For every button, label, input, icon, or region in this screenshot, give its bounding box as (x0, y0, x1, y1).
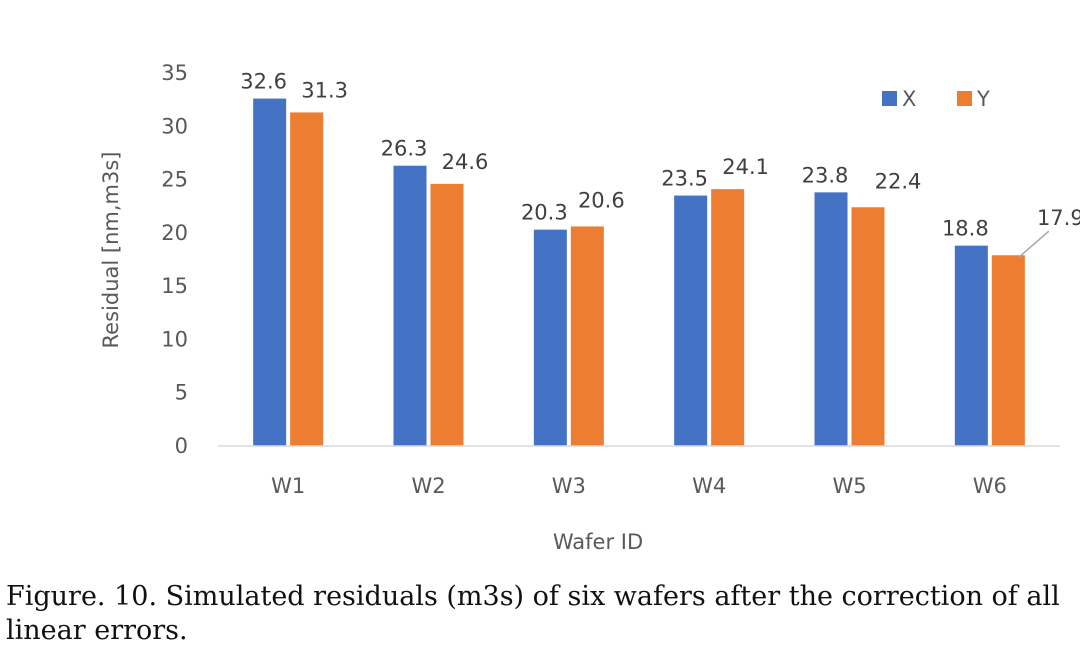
x-tick-label: W2 (411, 474, 445, 498)
bar-chart-svg: 0 5 10 15 20 25 30 35 32.6 31.3 26.3 24.6 20.3 20.6 2… (99, 61, 1080, 554)
x-tick-label: W4 (692, 474, 726, 498)
x-axis-ticks: W1 W2 W3 W4 W5 W6 (271, 474, 1007, 498)
bar-y-w6 (991, 255, 1025, 446)
bar-x-w1 (253, 98, 287, 446)
figure-caption: Figure. 10. Simulated residuals (m3s) of… (6, 581, 1060, 646)
data-label-y-w2: 24.6 (442, 150, 489, 174)
bar-y-w5 (851, 207, 885, 446)
x-axis-title: Wafer ID (553, 530, 643, 554)
x-tick-label: W5 (832, 474, 866, 498)
bar-x-w2 (393, 165, 427, 446)
data-label-x-w1: 32.6 (240, 70, 287, 94)
legend-swatch-x (882, 91, 897, 106)
data-label-x-w5: 23.8 (802, 163, 849, 187)
y-tick-label: 5 (175, 381, 188, 405)
data-label-y-w6: 17.9 (1037, 206, 1080, 230)
x-tick-label: W3 (552, 474, 586, 498)
bar-y-w3 (570, 226, 604, 446)
data-label-x-w6: 18.8 (942, 217, 989, 241)
data-labels: 32.6 31.3 26.3 24.6 20.3 20.6 23.5 24.1 23.8 22.4… (240, 70, 1080, 258)
legend-label-x: X (902, 87, 916, 111)
bar-x-w4 (674, 195, 708, 446)
bars (253, 98, 1025, 447)
bar-x-w3 (533, 229, 567, 446)
data-label-x-w4: 23.5 (661, 167, 708, 191)
legend-swatch-y (957, 91, 972, 106)
data-label-y-w3: 20.6 (578, 188, 625, 212)
bar-x-w6 (954, 245, 988, 446)
y-tick-label: 10 (161, 327, 188, 351)
chart: 0 5 10 15 20 25 30 35 32.6 31.3 26.3 24.6 20.3 20.6 2… (99, 61, 1080, 554)
x-tick-label: W6 (973, 474, 1007, 498)
data-label-y-w5: 22.4 (875, 169, 922, 193)
legend-label-y: Y (976, 87, 990, 111)
y-tick-label: 0 (175, 434, 188, 458)
y-tick-label: 15 (161, 274, 188, 298)
data-label-y-w1: 31.3 (301, 78, 348, 102)
leader-line (1018, 230, 1050, 258)
data-label-x-w3: 20.3 (521, 201, 568, 225)
x-tick-label: W1 (271, 474, 305, 498)
bar-y-w1 (290, 112, 324, 446)
y-axis-title: Residual [nm,m3s] (99, 152, 123, 349)
y-tick-label: 35 (161, 61, 188, 85)
bar-y-w4 (711, 189, 745, 447)
y-tick-label: 30 (161, 114, 188, 138)
y-tick-label: 20 (161, 221, 188, 245)
y-tick-label: 25 (161, 168, 188, 192)
data-label-y-w4: 24.1 (722, 155, 769, 179)
bar-x-w5 (814, 192, 848, 446)
bar-y-w2 (430, 183, 464, 446)
y-axis-ticks: 0 5 10 15 20 25 30 35 (161, 61, 188, 458)
data-label-x-w2: 26.3 (381, 137, 428, 161)
